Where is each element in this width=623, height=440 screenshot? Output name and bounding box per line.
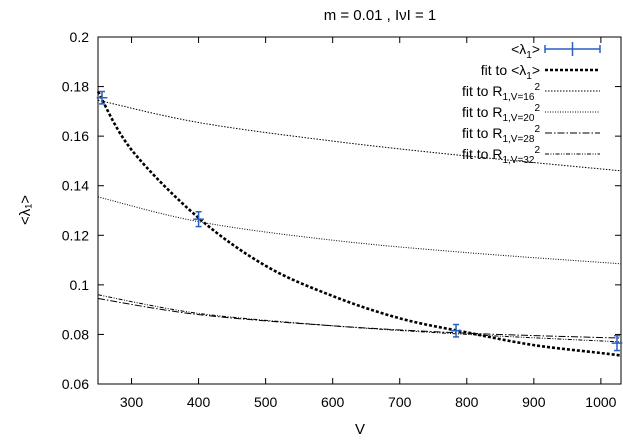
legend-label: <λ1> xyxy=(511,41,540,61)
data-point xyxy=(611,334,623,352)
x-tick-label: 400 xyxy=(187,394,211,410)
legend-item-r16: fit to R1,V=162 xyxy=(462,82,600,103)
x-tick-label: 800 xyxy=(455,394,479,410)
y-tick-label: 0.14 xyxy=(62,178,89,194)
y-tick-label: 0.12 xyxy=(62,227,89,243)
legend-label: fit to R1,V=202 xyxy=(462,103,540,124)
chart-title: m = 0.01 , IνI = 1 xyxy=(324,7,437,24)
plot-frame xyxy=(97,36,622,385)
y-axis-label: <λ₁> xyxy=(17,195,34,225)
legend-label: fit to R1,V=322 xyxy=(462,145,540,166)
x-axis: 300 400 500 600 700 800 900 1000 xyxy=(120,37,617,410)
series-line-4 xyxy=(97,298,622,339)
legend-label: fit to <λ1> xyxy=(481,62,540,82)
y-tick-label: 0.08 xyxy=(62,326,89,342)
legend-item-r20: fit to R1,V=202 xyxy=(462,103,600,124)
legend-label: fit to R1,V=162 xyxy=(462,82,540,103)
series-line-1 xyxy=(96,90,622,357)
y-tick-label: 0.16 xyxy=(62,128,89,144)
legend-item-r28: fit to R1,V=282 xyxy=(462,124,600,145)
data-point xyxy=(450,323,462,338)
y-tick-label: 0.1 xyxy=(70,277,90,293)
legend-item-fit: fit to <λ1> xyxy=(481,62,600,82)
data-point xyxy=(193,210,204,228)
x-tick-label: 500 xyxy=(254,394,278,410)
x-tick-label: 700 xyxy=(388,394,412,410)
y-tick-label: 0.18 xyxy=(62,79,89,95)
x-tick-label: 900 xyxy=(522,394,546,410)
legend-label: fit to R1,V=282 xyxy=(462,124,540,145)
x-tick-label: 300 xyxy=(120,394,144,410)
y-axis: 0.06 0.08 0.1 0.12 0.14 0.16 0.18 0.2 xyxy=(62,29,621,392)
y-tick-label: 0.06 xyxy=(62,376,89,392)
y-tick-label: 0.2 xyxy=(70,29,90,45)
x-axis-label: V xyxy=(355,421,365,438)
legend-item-data: <λ1> xyxy=(511,41,601,61)
x-tick-label: 1000 xyxy=(585,394,616,410)
legend-item-r32: fit to R1,V=322 xyxy=(462,145,600,166)
series-line-3 xyxy=(97,196,622,265)
series-line-5 xyxy=(97,294,622,343)
series-line-2 xyxy=(97,99,622,172)
series-group xyxy=(96,90,622,357)
data-point xyxy=(96,90,108,105)
data-points xyxy=(96,90,623,352)
x-tick-label: 600 xyxy=(321,394,345,410)
